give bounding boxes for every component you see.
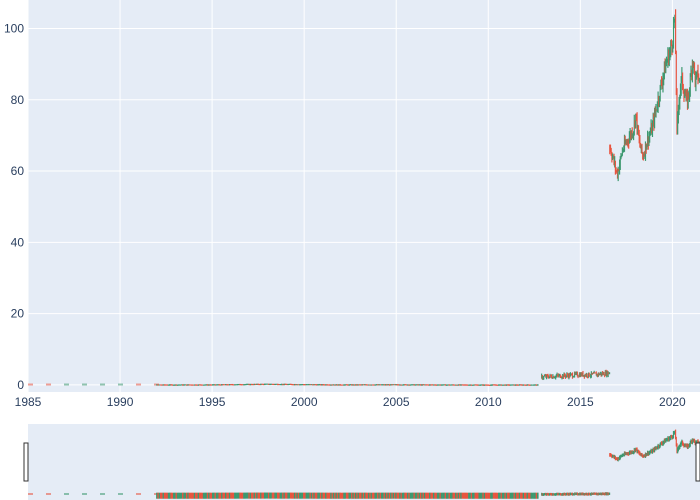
y-tick-label: 60 <box>11 164 25 178</box>
x-tick-label: 2010 <box>475 395 502 409</box>
y-tick-label: 0 <box>17 378 24 392</box>
main-plot-area[interactable] <box>28 0 700 392</box>
x-tick-label: 1990 <box>107 395 134 409</box>
x-axis-ticks: 1985 1990 1995 2000 2005 2010 2015 2020 <box>15 395 686 409</box>
x-tick-label: 1985 <box>15 395 42 409</box>
y-tick-label: 20 <box>11 307 25 321</box>
y-tick-label: 40 <box>11 235 25 249</box>
y-axis-ticks: 0 20 40 60 80 100 <box>4 22 24 392</box>
range-slider-background[interactable] <box>28 424 700 500</box>
x-tick-label: 2020 <box>659 395 686 409</box>
x-tick-label: 2015 <box>567 395 594 409</box>
price-series <box>28 9 700 386</box>
y-tick-label: 100 <box>4 22 24 36</box>
x-tick-label: 2000 <box>291 395 318 409</box>
range-slider-right-handle[interactable] <box>695 442 700 482</box>
x-tick-label: 2005 <box>383 395 410 409</box>
y-tick-label: 80 <box>11 93 25 107</box>
grid-lines <box>27 0 700 392</box>
x-tick-label: 1995 <box>199 395 226 409</box>
range-slider-left-handle[interactable] <box>23 442 29 482</box>
